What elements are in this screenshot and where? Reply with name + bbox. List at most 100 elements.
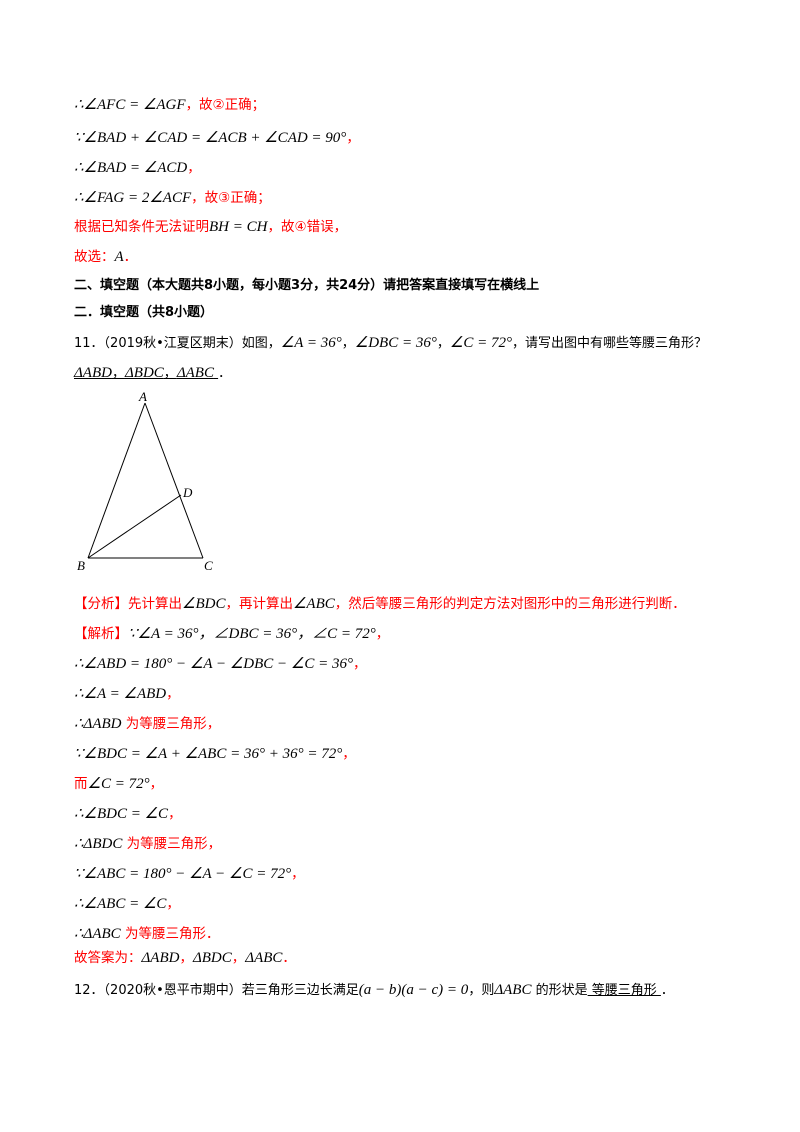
text-line: ∴∠ABD = 180° − ∠A − ∠DBC − ∠C = 36°， — [74, 654, 367, 674]
text-segment: ，故②正确； — [185, 97, 266, 113]
text-line: ∴∠BDC = ∠C， — [74, 804, 182, 824]
text-line: ∴∠FAG = 2∠ACF，故③正确； — [74, 188, 271, 208]
math-expression: (a − b)(a − c) = 0 — [358, 982, 469, 998]
text-line: 而∠C = 72°， — [74, 774, 163, 794]
text-segment: 为等腰三角形， — [122, 836, 222, 852]
math-expression: ∠C = 72° — [87, 776, 150, 792]
text-segment: 的形状是 — [531, 983, 588, 998]
text-line: ∴ΔABC 为等腰三角形． — [74, 924, 219, 944]
text-segment: ， — [166, 686, 180, 702]
text-segment: ． — [123, 249, 138, 265]
text-line: 二、填空题（本大题共8小题，每小题3分，共24分）请把答案直接填写在横线上 — [74, 275, 539, 296]
math-expression: A — [114, 249, 124, 265]
math-expression: ΔBDC — [124, 365, 164, 381]
math-expression: ΔBDC — [192, 950, 232, 966]
text-line: ΔABD，ΔBDC，ΔABC ． — [74, 363, 231, 384]
label-d: D — [182, 485, 193, 500]
text-segment: ， — [179, 950, 193, 966]
math-expression: ∵∠ABC = 180° − ∠A − ∠C = 72° — [74, 866, 292, 882]
text-segment: 12．（2020秋•恩平市期中）若三角形三边长满足 — [74, 983, 359, 998]
text-segment: ． — [660, 983, 674, 998]
label-c: C — [204, 558, 213, 573]
text-segment: ， — [342, 746, 356, 762]
math-expression: ∴∠BAD = ∠ACD — [74, 160, 188, 176]
text-segment: ． — [218, 366, 232, 381]
text-line: 【解析】∵∠A = 36°，∠DBC = 36°，∠C = 72°， — [74, 624, 389, 644]
label-b: B — [77, 558, 85, 573]
text-line: ∴ΔABD 为等腰三角形， — [74, 714, 220, 734]
math-expression: ∴∠FAG = 2∠ACF — [74, 190, 192, 206]
text-segment: ， — [168, 806, 182, 822]
math-expression: ∠A = 36° — [280, 335, 342, 351]
text-segment: 等腰三角形 — [587, 983, 661, 998]
text-segment: 而 — [74, 776, 88, 792]
text-line: 故选：A． — [74, 247, 137, 267]
math-expression: ΔABC — [245, 950, 283, 966]
math-expression: ∠BDC — [182, 596, 226, 612]
math-expression: ∠C = 72° — [449, 335, 512, 351]
text-segment: 【分析】先计算出 — [74, 596, 182, 612]
text-segment: ， — [111, 366, 125, 381]
text-line: ∵∠ABC = 180° − ∠A − ∠C = 72°， — [74, 864, 305, 884]
math-expression: ∠DBC = 36° — [354, 335, 437, 351]
side-ac — [144, 402, 204, 559]
text-line: ∴∠AFC = ∠AGF，故②正确； — [74, 95, 265, 115]
text-line: ∴∠A = ∠ABD， — [74, 684, 180, 704]
math-expression: ∴∠AFC = ∠AGF — [74, 97, 186, 113]
text-segment: ， — [149, 776, 164, 792]
text-segment: 根据已知条件无法证明 — [74, 219, 209, 235]
side-ab — [87, 402, 146, 559]
text-segment: ， — [187, 160, 201, 176]
math-expression: ∴ΔABD — [74, 716, 122, 732]
label-a: A — [138, 390, 147, 404]
text-segment: ， — [166, 896, 180, 912]
math-expression: ∴∠ABD = 180° − ∠A − ∠DBC − ∠C = 36° — [74, 656, 353, 672]
text-segment: 二．填空题（共8小题） — [74, 305, 214, 320]
text-segment: ， — [341, 336, 355, 351]
text-segment: ， — [375, 626, 390, 642]
text-line: ∴ΔBDC 为等腰三角形， — [74, 834, 221, 854]
text-segment: ， — [231, 950, 246, 966]
text-segment: ， — [436, 336, 450, 351]
text-segment: 故答案为： — [74, 950, 142, 966]
text-segment: 11．（2019秋•江夏区期末）如图， — [74, 336, 281, 351]
text-line: ∵∠BAD + ∠CAD = ∠ACB + ∠CAD = 90°， — [74, 128, 360, 148]
math-expression: ΔABC — [176, 365, 214, 381]
text-segment: ． — [282, 950, 296, 966]
text-line: 根据已知条件无法证明BH = CH，故④错误， — [74, 217, 347, 237]
text-segment: ， — [291, 866, 305, 882]
math-expression: ∴ΔABC — [74, 926, 121, 942]
math-expression: ∴∠A = ∠ABD — [74, 686, 167, 702]
text-segment: 为等腰三角形． — [120, 926, 220, 942]
math-expression: ∴∠ABC = ∠C — [74, 896, 167, 912]
text-segment: 二、填空题（本大题共8小题，每小题3分，共24分）请把答案直接填写在横线上 — [74, 278, 540, 293]
math-expression: ΔABC — [494, 982, 532, 998]
segment-bd — [87, 494, 182, 559]
math-expression: ∵∠A = 36°，∠DBC = 36°，∠C = 72° — [128, 626, 376, 642]
math-expression: ∵∠BDC = ∠A + ∠ABC = 36° + 36° = 72° — [74, 746, 343, 762]
math-expression: ∵∠BAD + ∠CAD = ∠ACB + ∠CAD = 90° — [74, 130, 347, 146]
text-segment: 为等腰三角形， — [121, 716, 221, 732]
math-expression: ∴∠BDC = ∠C — [74, 806, 169, 822]
text-line: 【分析】先计算出∠BDC，再计算出∠ABC，然后等腰三角形的判定方法对图形中的三… — [74, 594, 686, 614]
math-expression: ∠ABC — [292, 596, 335, 612]
text-segment: ， — [163, 366, 177, 381]
text-line: 二．填空题（共8小题） — [74, 302, 213, 323]
text-segment: ，则 — [468, 983, 495, 998]
triangle-figure: A B C D — [77, 390, 213, 573]
text-line: 11．（2019秋•江夏区期末）如图，∠A = 36°，∠DBC = 36°，∠… — [74, 333, 707, 354]
text-segment: ，请写出图中有哪些等腰三角形？ — [511, 336, 707, 351]
text-line: 故答案为：ΔABD，ΔBDC，ΔABC． — [74, 948, 296, 968]
text-segment: ， — [346, 130, 360, 146]
text-line: ∴∠BAD = ∠ACD， — [74, 158, 201, 178]
math-expression: BH = CH — [209, 219, 268, 235]
text-segment: ，故③正确； — [191, 190, 271, 206]
text-segment: ，然后等腰三角形的判定方法对图形中的三角形进行判断． — [334, 596, 686, 612]
text-line: 12．（2020秋•恩平市期中）若三角形三边长满足(a − b)(a − c) … — [74, 980, 674, 1001]
text-segment: 故选： — [74, 249, 115, 265]
math-expression: ΔABD — [141, 950, 180, 966]
text-segment: ， — [353, 656, 367, 672]
text-segment: ，再计算出 — [225, 596, 293, 612]
math-expression: ΔABD — [74, 365, 112, 381]
